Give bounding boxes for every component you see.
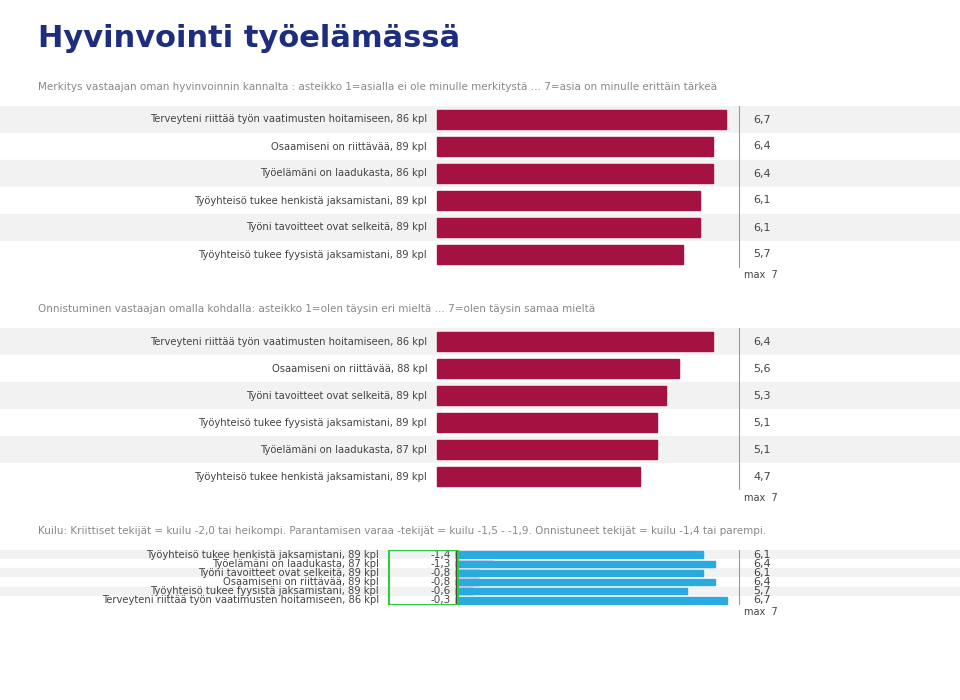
Bar (456, 570, 479, 575)
Text: 6,1: 6,1 (754, 195, 771, 206)
Bar (0, 436, 960, 463)
Text: 5,1: 5,1 (754, 444, 771, 454)
Bar (437, 467, 640, 486)
Bar (0, 596, 960, 605)
Text: 6,1: 6,1 (754, 223, 771, 232)
Text: Työyhteisö tukee henkistä jaksamistani, 89 kpl: Työyhteisö tukee henkistä jaksamistani, … (195, 472, 427, 482)
Text: Työyhteisö tukee henkistä jaksamistani, 89 kpl: Työyhteisö tukee henkistä jaksamistani, … (147, 550, 379, 559)
Text: Työyhteisö tukee henkistä jaksamistani, 89 kpl: Työyhteisö tukee henkistä jaksamistani, … (195, 195, 427, 206)
Text: RESEARCH  •  AGENCY  •  STAFF: RESEARCH • AGENCY • STAFF (715, 664, 941, 677)
Circle shape (76, 648, 107, 650)
Text: -1,4: -1,4 (431, 550, 451, 559)
Bar (0, 328, 960, 355)
Text: 6,7: 6,7 (754, 595, 771, 606)
Text: -0,8: -0,8 (431, 568, 451, 578)
Bar (437, 191, 701, 210)
Circle shape (48, 666, 90, 669)
Text: Työelämäni on laadukasta, 87 kpl: Työelämäni on laadukasta, 87 kpl (260, 444, 427, 454)
Text: 6,4: 6,4 (754, 577, 771, 587)
Text: Osaamiseni on riittävää, 89 kpl: Osaamiseni on riittävää, 89 kpl (224, 577, 379, 587)
Bar (0, 559, 960, 568)
Bar (0, 355, 960, 382)
Text: Terveyteni riittää työn vaatimusten hoitamiseen, 86 kpl: Terveyteni riittää työn vaatimusten hoit… (150, 115, 427, 125)
Text: Terveyteni riittää työn vaatimusten hoitamiseen, 86 kpl: Terveyteni riittää työn vaatimusten hoit… (150, 337, 427, 346)
Bar (0, 463, 960, 490)
Bar (0, 160, 960, 187)
Text: Työelämäni on laadukasta, 86 kpl: Työelämäni on laadukasta, 86 kpl (260, 169, 427, 178)
Bar (456, 579, 715, 585)
Text: Työyhteisö tukee fyysistä jaksamistani, 89 kpl: Työyhteisö tukee fyysistä jaksamistani, … (199, 249, 427, 260)
Text: RESEARCH: RESEARCH (110, 671, 209, 690)
Bar (437, 245, 683, 264)
Bar (437, 164, 713, 183)
Bar (437, 413, 657, 432)
Text: max  7: max 7 (744, 608, 778, 617)
Bar (0, 241, 960, 268)
Text: 5,3: 5,3 (754, 391, 771, 400)
Bar (456, 588, 686, 594)
Text: 5,1: 5,1 (754, 417, 771, 428)
Bar (437, 137, 713, 156)
Text: max  7: max 7 (744, 270, 778, 281)
Text: 5,7: 5,7 (754, 249, 771, 260)
Text: Onnistuminen vastaajan omalla kohdalla: asteikko 1=olen täysin eri mieltä … 7=ol: Onnistuminen vastaajan omalla kohdalla: … (38, 304, 595, 314)
Text: Työni tavoitteet ovat selkeitä, 89 kpl: Työni tavoitteet ovat selkeitä, 89 kpl (246, 223, 427, 232)
Text: Merkitys vastaajan oman hyvinvoinnin kannalta : asteikko 1=asialla ei ole minull: Merkitys vastaajan oman hyvinvoinnin kan… (38, 82, 717, 92)
Text: -0,8: -0,8 (431, 577, 451, 587)
Bar (437, 440, 657, 459)
Text: 6,1: 6,1 (754, 568, 771, 578)
Text: 6,4: 6,4 (754, 559, 771, 568)
Text: 5,6: 5,6 (754, 363, 771, 374)
Bar (456, 589, 473, 594)
Text: Kuilu: Kriittiset tekijät = kuilu -2,0 tai heikompi. Parantamisen varaa -tekijät: Kuilu: Kriittiset tekijät = kuilu -2,0 t… (38, 526, 767, 536)
Text: Työyhteisö tukee fyysistä jaksamistani, 89 kpl: Työyhteisö tukee fyysistä jaksamistani, … (151, 586, 379, 596)
Text: -1,3: -1,3 (431, 559, 451, 568)
Text: 6,4: 6,4 (754, 337, 771, 346)
Bar (0, 214, 960, 241)
Text: Työelämäni on laadukasta, 87 kpl: Työelämäni on laadukasta, 87 kpl (212, 559, 379, 568)
Bar (456, 597, 727, 603)
Bar (456, 552, 703, 558)
Text: 4,7: 4,7 (754, 472, 771, 482)
Text: Työni tavoitteet ovat selkeitä, 89 kpl: Työni tavoitteet ovat selkeitä, 89 kpl (246, 391, 427, 400)
Bar (456, 598, 465, 603)
Text: 5,7: 5,7 (754, 586, 771, 596)
Text: Terveyteni riittää työn vaatimusten hoitamiseen, 86 kpl: Terveyteni riittää työn vaatimusten hoit… (102, 595, 379, 606)
Text: Osaamiseni on riittävää, 88 kpl: Osaamiseni on riittävää, 88 kpl (272, 363, 427, 374)
Bar (456, 552, 496, 557)
Bar (0, 133, 960, 160)
Bar (437, 386, 666, 405)
Bar (0, 382, 960, 409)
Text: 6,1: 6,1 (754, 550, 771, 559)
Text: Työni tavoitteet ovat selkeitä, 89 kpl: Työni tavoitteet ovat selkeitä, 89 kpl (198, 568, 379, 578)
Bar (0, 578, 960, 587)
Bar (437, 110, 726, 129)
Text: 6,7: 6,7 (754, 115, 771, 125)
Bar (456, 561, 493, 566)
Bar (437, 359, 679, 378)
Text: 6,4: 6,4 (754, 141, 771, 151)
Circle shape (15, 648, 58, 651)
Bar (437, 332, 713, 351)
Text: Hyvinvointi työelämässä: Hyvinvointi työelämässä (38, 24, 461, 52)
Text: Osaamiseni on riittävää, 89 kpl: Osaamiseni on riittävää, 89 kpl (272, 141, 427, 151)
Bar (0, 409, 960, 436)
Bar (437, 218, 701, 237)
Bar (0, 106, 960, 133)
Text: -0,3: -0,3 (431, 595, 451, 606)
Bar (456, 570, 703, 576)
Circle shape (15, 685, 58, 688)
Bar (0, 187, 960, 214)
Text: -0,6: -0,6 (431, 586, 451, 596)
Text: INNOLINK: INNOLINK (110, 651, 168, 661)
Bar (456, 561, 715, 567)
Text: Työyhteisö tukee fyysistä jaksamistani, 89 kpl: Työyhteisö tukee fyysistä jaksamistani, … (199, 417, 427, 428)
Text: max  7: max 7 (744, 493, 778, 503)
Bar (0, 568, 960, 578)
Bar (0, 550, 960, 559)
Bar (456, 580, 479, 584)
Bar (0, 587, 960, 596)
Text: 6,4: 6,4 (754, 169, 771, 178)
